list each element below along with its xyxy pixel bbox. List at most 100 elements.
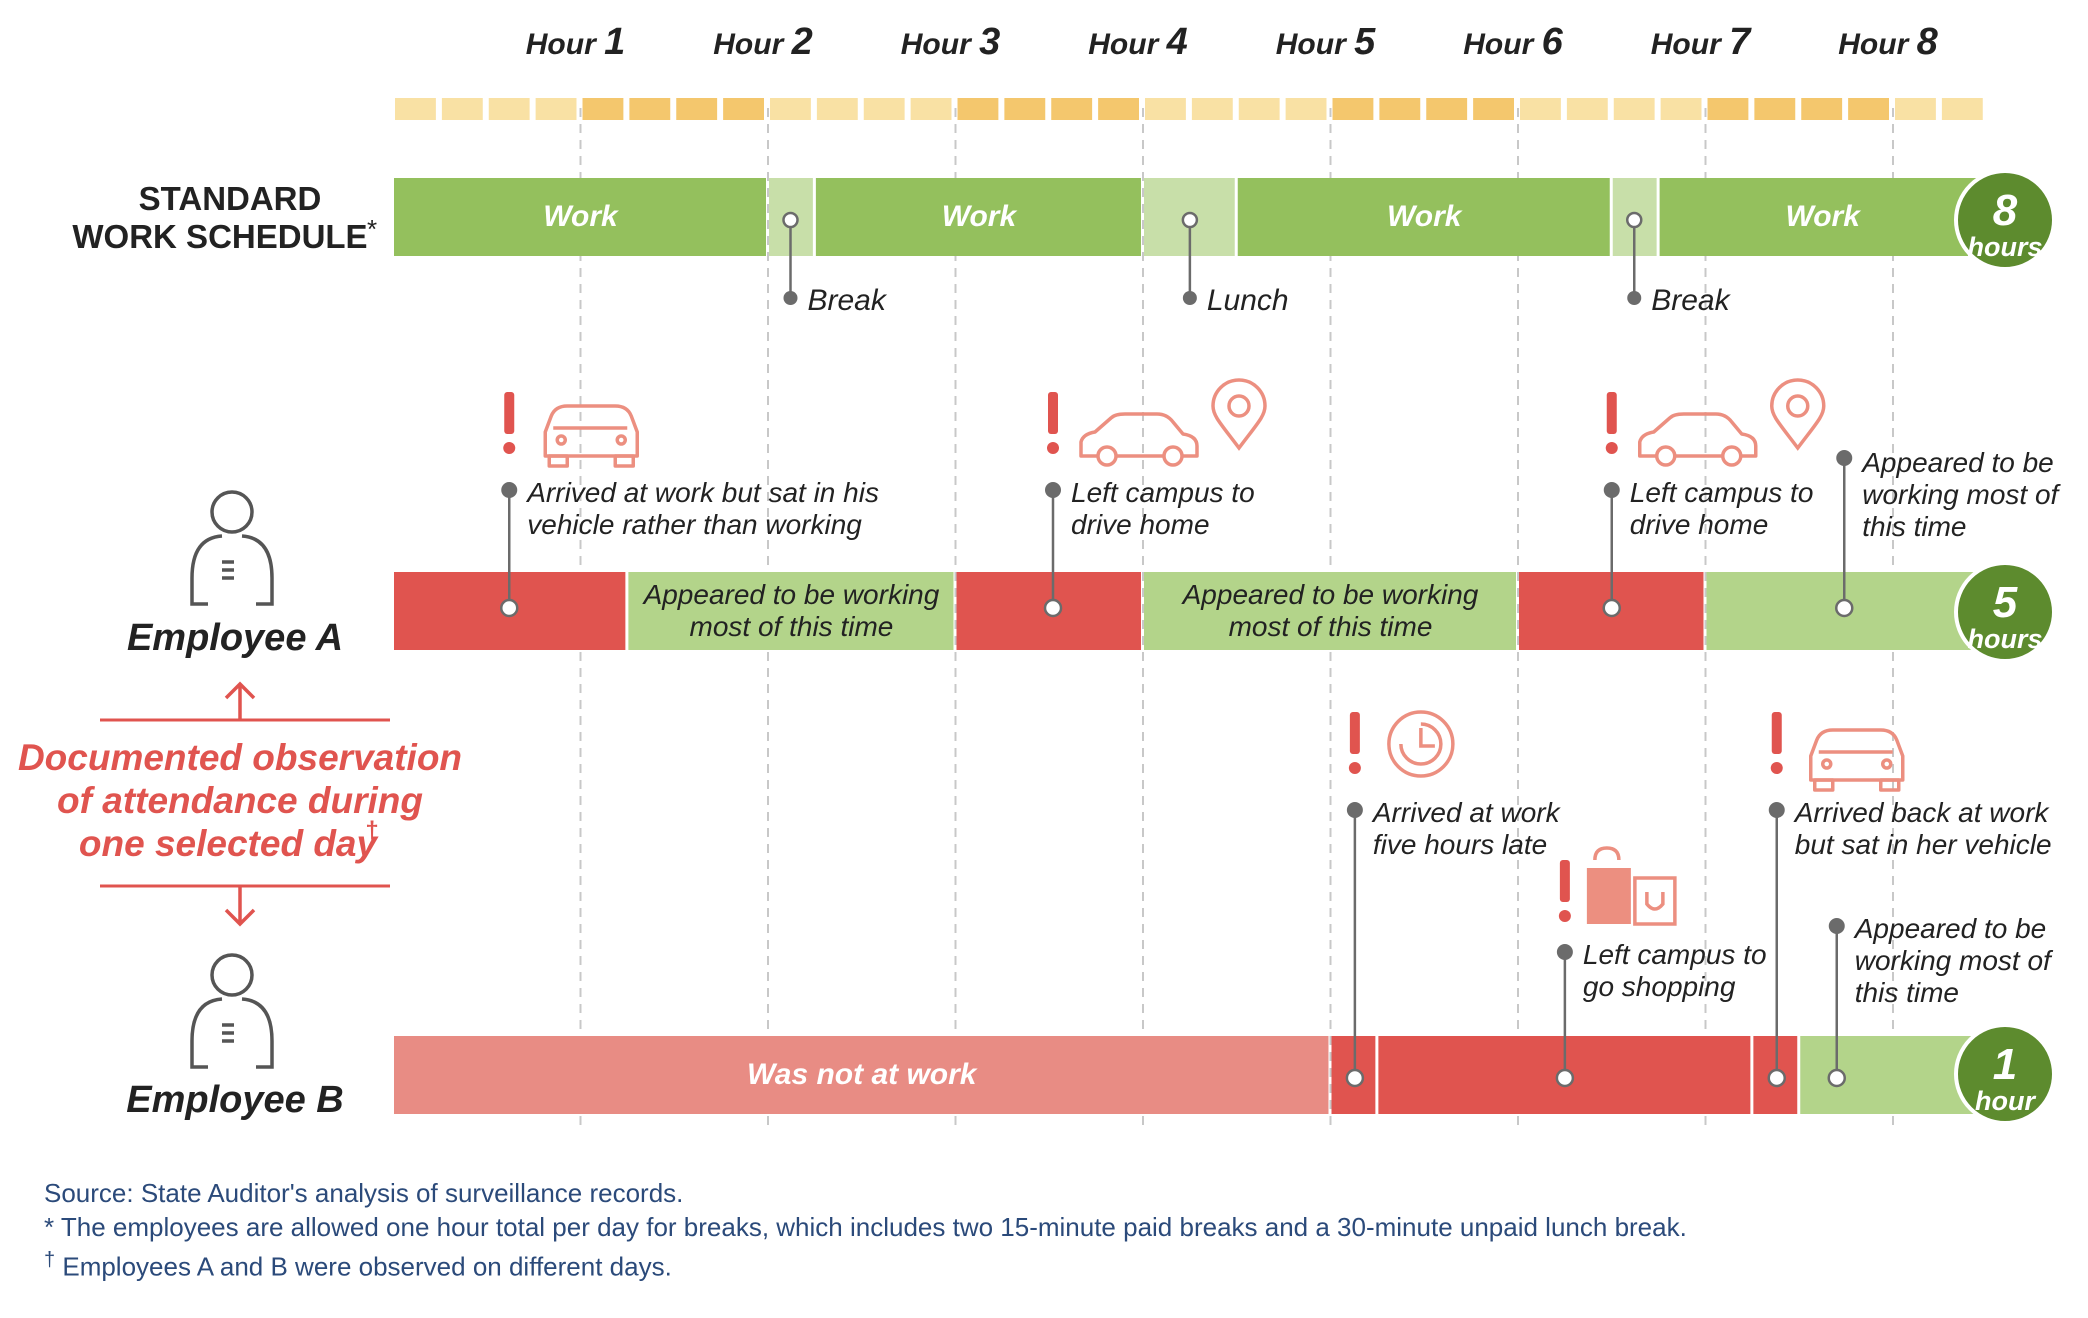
person-body [190,997,274,1069]
quarter-hour-tick [1941,98,1983,120]
car-side-body [1079,412,1199,458]
quarter-hour-tick [1801,98,1843,120]
car-wheel-left [547,454,569,468]
quarter-hour-tick [1051,98,1093,120]
person-detail [222,560,234,580]
schedule-callout: Lunch [1181,211,1289,317]
hour-label: Hour 5 [1276,21,1376,63]
segment-label: Was not at work [747,1058,978,1091]
alert-bar [1559,860,1570,902]
quarter-hour-tick [1145,98,1186,120]
hours-badge-number: 5 [1993,578,2018,627]
employee-a-label: Employee A [127,617,343,659]
car-side-wheel [1162,445,1184,467]
marker-end [1043,598,1063,618]
alert-dot [1348,762,1361,774]
car-side-icon [1638,412,1758,467]
standard-schedule-bar: Work Work Work Work [394,178,1985,256]
car-icon [1809,728,1905,792]
hour-label: Hour 3 [901,21,1000,63]
employee-b-event-marker [1767,802,1786,1088]
marker-end [1345,1068,1365,1088]
hour-label: Hour 8 [1838,21,1938,63]
car-wheel-right [613,454,635,468]
quarter-hour-tick [1613,98,1655,120]
hours-badge-circle [1954,169,2056,271]
car-light [555,434,567,446]
alert-icon [1348,712,1361,774]
hours-badge-unit: hours [1967,232,2042,262]
marker-dot [1836,450,1853,466]
alert-dot [1558,910,1571,922]
arrow-down-icon [224,886,256,927]
employee-b-event-marker [1345,802,1365,1088]
standard-label-line1: STANDARD [139,180,322,217]
employee-b-event-marker [1555,944,1575,1088]
person-icon [190,953,274,1069]
quarter-hour-tick-strip [395,98,1983,120]
observation-line3: one selected day [79,823,380,864]
observation-line2: of attendance during [57,780,423,821]
bag-back-handle [1645,892,1665,911]
marker-dot [501,482,518,498]
car-side-wheel [1721,445,1743,467]
hours-badge-unit: hours [1967,624,2042,654]
quarter-hour-tick [1895,98,1936,120]
marker-end [1767,1068,1786,1088]
car-body [1809,728,1905,782]
location-pin-icon [1769,378,1826,451]
quarter-hour-tick [629,98,671,120]
segment-label: Work [1785,200,1861,233]
employee-b-bar: Was not at work [394,1036,1985,1114]
employee-a-event-marker [500,482,519,618]
clock-ring [1399,722,1443,766]
segment-label: Work [1387,200,1463,233]
bag-body [1586,868,1631,924]
quarter-hour-tick [863,98,905,120]
bag-back [1633,876,1677,926]
pin-shape [1769,378,1826,451]
clock-icon [1387,710,1455,778]
alert-bar [1771,712,1782,754]
car-wheel-left [1813,778,1835,792]
hours-badge-number: 8 [1993,186,2018,235]
car-body [543,404,639,458]
marker-dot [1045,482,1061,498]
person-head [210,953,254,997]
quarter-hour-tick [1473,98,1514,120]
employee-a-event-marker [1043,482,1063,618]
quarter-hour-tick [1848,98,1889,120]
alert-dot [1047,442,1059,454]
quarter-hour-tick [1660,98,1702,120]
car-light [615,434,627,446]
hour-label: Hour 1 [526,21,625,63]
employee-a-event-marker [1602,482,1621,618]
hour-label: Hour 2 [713,21,812,63]
quarter-hour-tick [1191,98,1233,120]
employee-a-event-text: Appeared to be working most of this time [1860,447,2061,542]
marker-end [1555,1068,1575,1088]
employee-a-event-text: Arrived at work but sat in his vehicle ra… [525,477,879,540]
quarter-hour-tick [1379,98,1421,120]
employee-b-event-text: Left campus to go shopping [1583,939,1767,1002]
quarter-hour-tick [676,98,718,120]
alert-icon [1770,712,1783,774]
quarter-hour-tick [957,98,999,120]
marker-dot [1768,802,1785,818]
marker-end [1602,598,1621,618]
person-head [210,490,254,534]
car-side-wheel [1655,445,1677,467]
segment-label: Appeared to be working most of this time [1181,579,1479,642]
quarter-hour-tick [582,98,624,120]
quarter-hour-tick [816,98,858,120]
marker-dot [1603,482,1620,498]
marker-end [500,598,519,618]
hours-badge-circle [1954,1023,2056,1125]
pin-hole [1786,394,1810,418]
bar-segment-appeared [628,572,954,650]
employee-a-bar: Appeared to be working most of this time A… [394,572,1985,650]
days-footnote: † Employees A and B were observed on dif… [44,1250,672,1280]
employee-b-event-text: Arrived back at work but sat in her vehic… [1793,797,2052,860]
callout-bottom-dot [1627,291,1642,305]
